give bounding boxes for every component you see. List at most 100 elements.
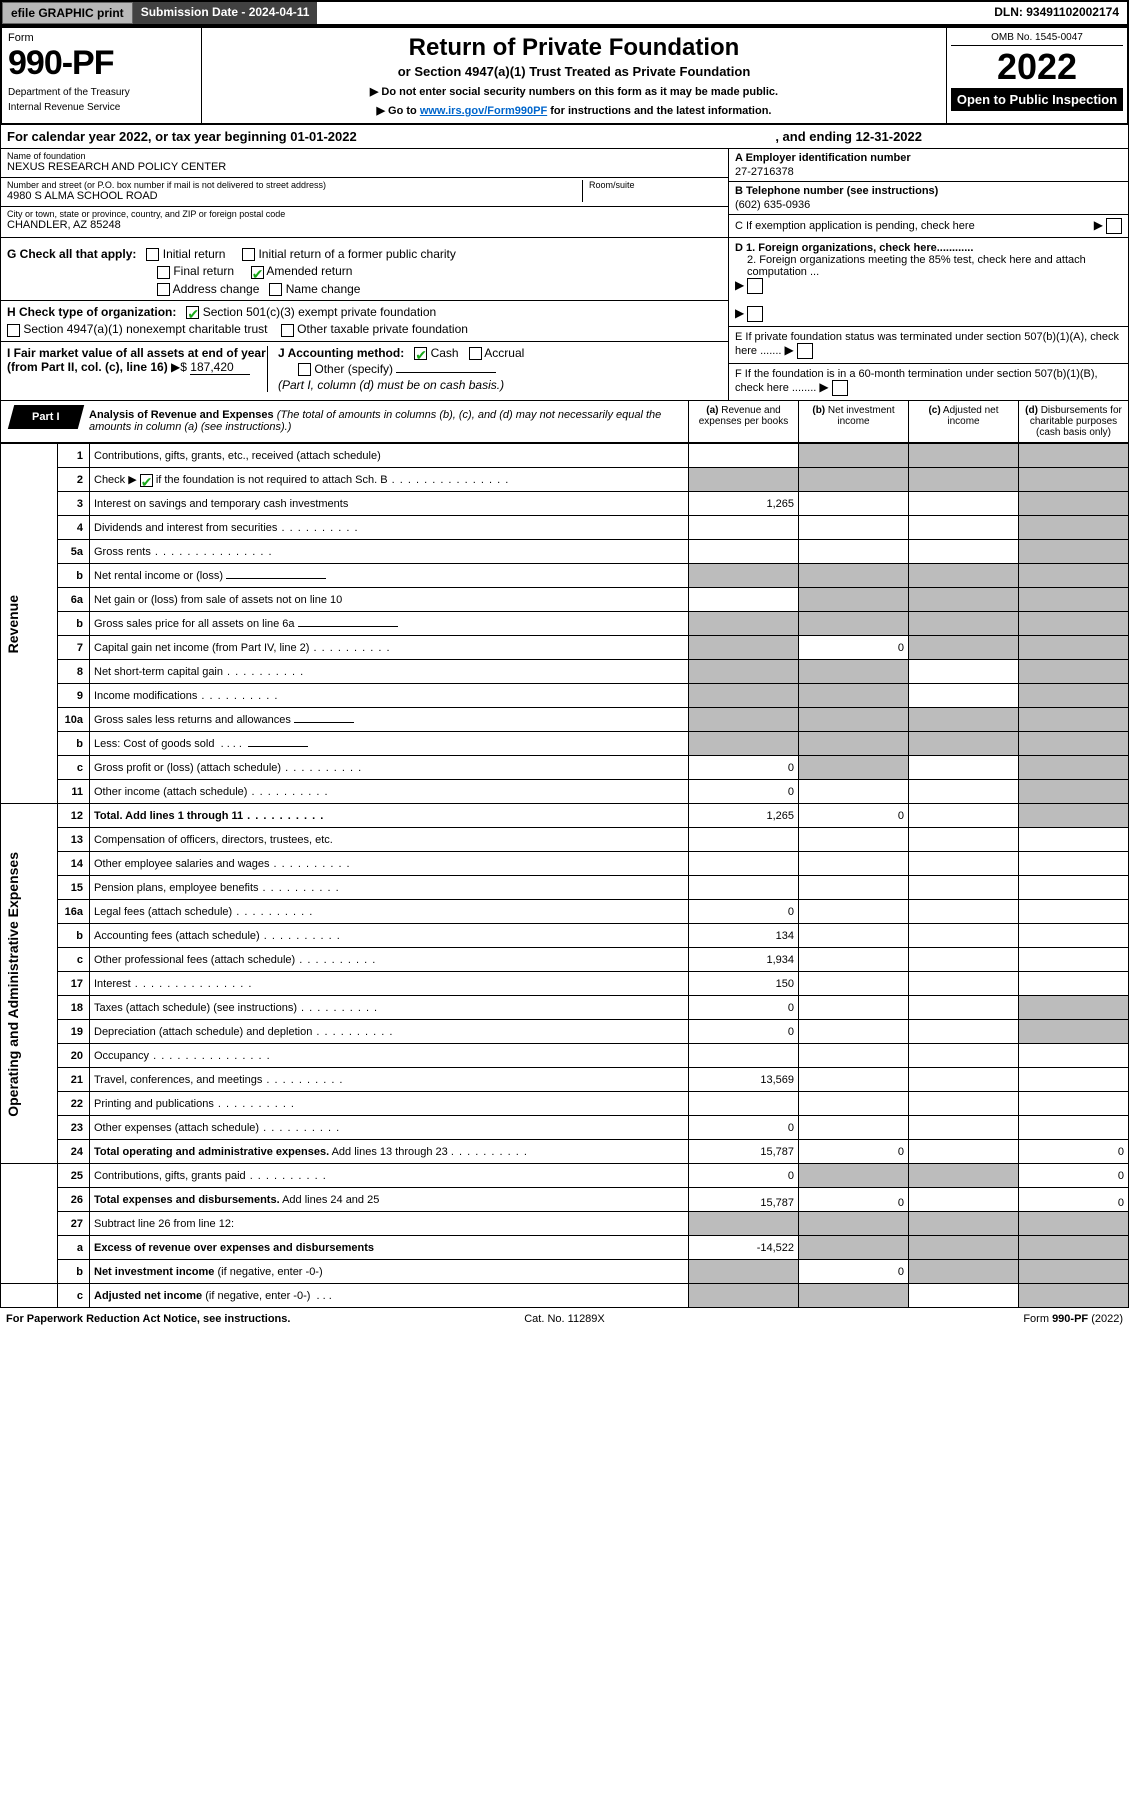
- net-rental-field[interactable]: [226, 578, 326, 579]
- row-num: 7: [58, 636, 90, 660]
- cell-a: 0: [689, 1116, 799, 1140]
- form-title: Return of Private Foundation: [206, 34, 942, 62]
- row-desc: Net gain or (loss) from sale of assets n…: [90, 588, 689, 612]
- row-num: 15: [58, 876, 90, 900]
- cell-a: 13,569: [689, 1068, 799, 1092]
- row-desc: Other professional fees (attach schedule…: [90, 948, 689, 972]
- other-taxable-checkbox[interactable]: [281, 324, 294, 337]
- toolbar-spacer: [317, 2, 986, 24]
- row-num: 20: [58, 1044, 90, 1068]
- other-method-checkbox[interactable]: [298, 363, 311, 376]
- cell-a: 0: [689, 1164, 799, 1188]
- final-return-text: Final return: [173, 264, 234, 278]
- row-num: c: [58, 756, 90, 780]
- initial-return-checkbox[interactable]: [146, 248, 159, 261]
- row-desc: Compensation of officers, directors, tru…: [90, 828, 689, 852]
- foundation-name: NEXUS RESEARCH AND POLICY CENTER: [7, 161, 722, 173]
- cell-b: 0: [799, 636, 909, 660]
- row-desc: Depreciation (attach schedule) and deple…: [90, 1020, 689, 1044]
- exemption-pending-checkbox[interactable]: [1106, 218, 1122, 234]
- row-desc: Less: Cost of goods sold . . . .: [90, 732, 689, 756]
- other-method-field[interactable]: [396, 372, 496, 373]
- 4947-checkbox[interactable]: [7, 324, 20, 337]
- room-label: Room/suite: [582, 180, 722, 202]
- omb-number: OMB No. 1545-0047: [951, 32, 1123, 46]
- row-num: a: [58, 1236, 90, 1260]
- cash-text: Cash: [431, 346, 459, 360]
- row-desc: Gross profit or (loss) (attach schedule): [90, 756, 689, 780]
- row-desc: Other expenses (attach schedule): [90, 1116, 689, 1140]
- col-c-header: (c) Adjusted net income: [908, 401, 1018, 442]
- expenses-side-label: Operating and Administrative Expenses: [5, 852, 21, 1117]
- row-num: c: [58, 1284, 90, 1308]
- cogs-field[interactable]: [248, 746, 308, 747]
- row-desc: Taxes (attach schedule) (see instruction…: [90, 996, 689, 1020]
- sch-b-checkbox[interactable]: [140, 474, 153, 487]
- row-desc: Travel, conferences, and meetings: [90, 1068, 689, 1092]
- city-state-zip: CHANDLER, AZ 85248: [7, 219, 722, 231]
- 501c3-checkbox[interactable]: [186, 306, 199, 319]
- row-num: b: [58, 924, 90, 948]
- row-desc: Dividends and interest from securities: [90, 516, 689, 540]
- form-footer: Form 990-PF (2022): [1023, 1313, 1123, 1325]
- gross-sales-field[interactable]: [298, 626, 398, 627]
- amended-return-checkbox[interactable]: [251, 266, 264, 279]
- row-desc: Printing and publications: [90, 1092, 689, 1116]
- cell-a: 134: [689, 924, 799, 948]
- cell-a: 15,787: [689, 1188, 799, 1212]
- row-num: 1: [58, 444, 90, 468]
- form-number: 990-PF: [8, 44, 195, 83]
- initial-former-checkbox[interactable]: [242, 248, 255, 261]
- row-num: 16a: [58, 900, 90, 924]
- name-change-text: Name change: [286, 282, 361, 296]
- accrual-checkbox[interactable]: [469, 347, 482, 360]
- cash-checkbox[interactable]: [414, 347, 427, 360]
- final-return-checkbox[interactable]: [157, 266, 170, 279]
- row-num: b: [58, 1260, 90, 1284]
- part1-header: Part I Analysis of Revenue and Expenses …: [0, 401, 1129, 443]
- amended-return-text: Amended return: [266, 264, 352, 278]
- accrual-text: Accrual: [484, 346, 524, 360]
- j-note: (Part I, column (d) must be on cash basi…: [278, 378, 722, 392]
- cell-a: 0: [689, 756, 799, 780]
- row-num: 22: [58, 1092, 90, 1116]
- cell-a: 1,265: [689, 804, 799, 828]
- initial-former-text: Initial return of a former public charit…: [258, 247, 455, 261]
- d1-checkbox[interactable]: [747, 278, 763, 294]
- row-desc: Interest on savings and temporary cash i…: [90, 492, 689, 516]
- cell-a: 1,265: [689, 492, 799, 516]
- cell-d: 0: [1019, 1164, 1129, 1188]
- row-num: 11: [58, 780, 90, 804]
- other-taxable-text: Other taxable private foundation: [297, 322, 468, 336]
- row-desc: Net rental income or (loss): [90, 564, 689, 588]
- e-checkbox[interactable]: [797, 343, 813, 359]
- phone-value: (602) 635-0936: [735, 199, 1122, 211]
- name-change-checkbox[interactable]: [269, 283, 282, 296]
- fmv-value: 187,420: [190, 360, 250, 375]
- gross-sales-ret-field[interactable]: [294, 722, 354, 723]
- col-b-header: (b) Net investment income: [798, 401, 908, 442]
- tax-year: 2022: [951, 46, 1123, 88]
- efile-print-button[interactable]: efile GRAPHIC print: [2, 2, 133, 24]
- row-num: 25: [58, 1164, 90, 1188]
- row-num: 17: [58, 972, 90, 996]
- address-change-text: Address change: [173, 282, 260, 296]
- irs-link[interactable]: www.irs.gov/Form990PF: [420, 105, 547, 117]
- 4947-text: Section 4947(a)(1) nonexempt charitable …: [23, 322, 267, 336]
- f-checkbox[interactable]: [832, 380, 848, 396]
- row-num: 6a: [58, 588, 90, 612]
- irs-label: Internal Revenue Service: [8, 102, 195, 113]
- row-num: 8: [58, 660, 90, 684]
- row-num: 3: [58, 492, 90, 516]
- footer: For Paperwork Reduction Act Notice, see …: [0, 1311, 1129, 1327]
- row-desc: Legal fees (attach schedule): [90, 900, 689, 924]
- address-change-checkbox[interactable]: [157, 283, 170, 296]
- row-num: b: [58, 612, 90, 636]
- row-desc: Check ▶ if the foundation is not require…: [90, 468, 689, 492]
- row-num: 19: [58, 1020, 90, 1044]
- cell-d: 0: [1019, 1140, 1129, 1164]
- j-label: J Accounting method:: [278, 346, 404, 360]
- d2-checkbox[interactable]: [747, 306, 763, 322]
- calyear-begin: For calendar year 2022, or tax year begi…: [7, 129, 357, 144]
- part1-tab: Part I: [8, 405, 84, 429]
